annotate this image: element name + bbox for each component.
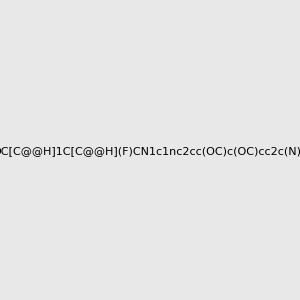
Text: OC[C@@H]1C[C@@H](F)CN1c1nc2cc(OC)c(OC)cc2c(N)n1: OC[C@@H]1C[C@@H](F)CN1c1nc2cc(OC)c(OC)cc… xyxy=(0,146,300,157)
